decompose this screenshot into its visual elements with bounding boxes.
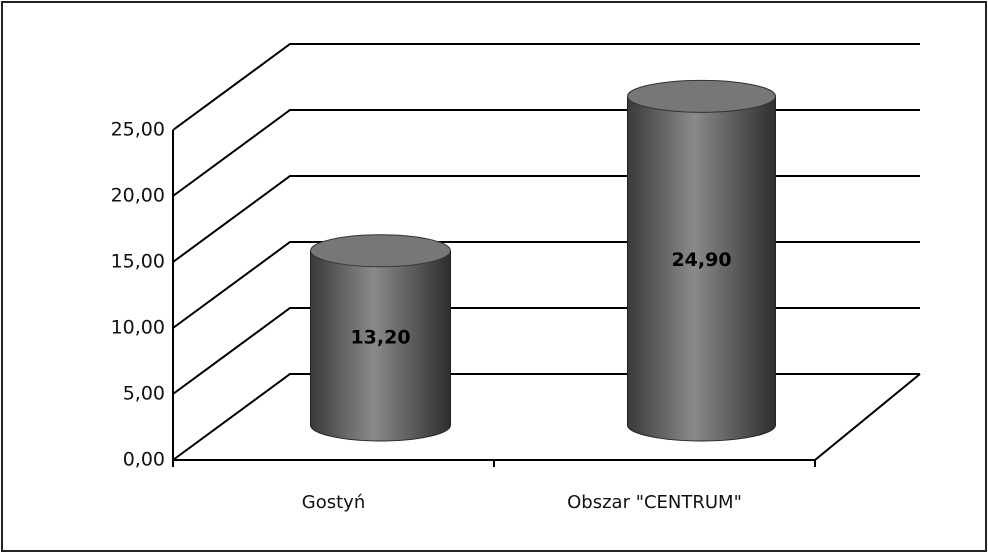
bar [310,250,451,442]
bar-top [627,79,776,113]
x-tick-label: Obszar "CENTRUM" [567,492,742,513]
y-tick-label: 15,00 [111,251,165,273]
grid-line [172,43,920,131]
y-tick-label: 10,00 [111,317,165,339]
data-label: 13,20 [350,326,410,348]
bar [627,95,776,442]
x-tick-label: Gostyń [302,492,365,513]
y-tick-label: 25,00 [111,119,165,141]
y-tick-label: 20,00 [111,185,165,207]
data-label: 24,90 [671,249,731,271]
y-tick-label: 5,00 [123,383,165,405]
bar-top [310,234,451,268]
y-tick-label: 0,00 [123,449,165,471]
